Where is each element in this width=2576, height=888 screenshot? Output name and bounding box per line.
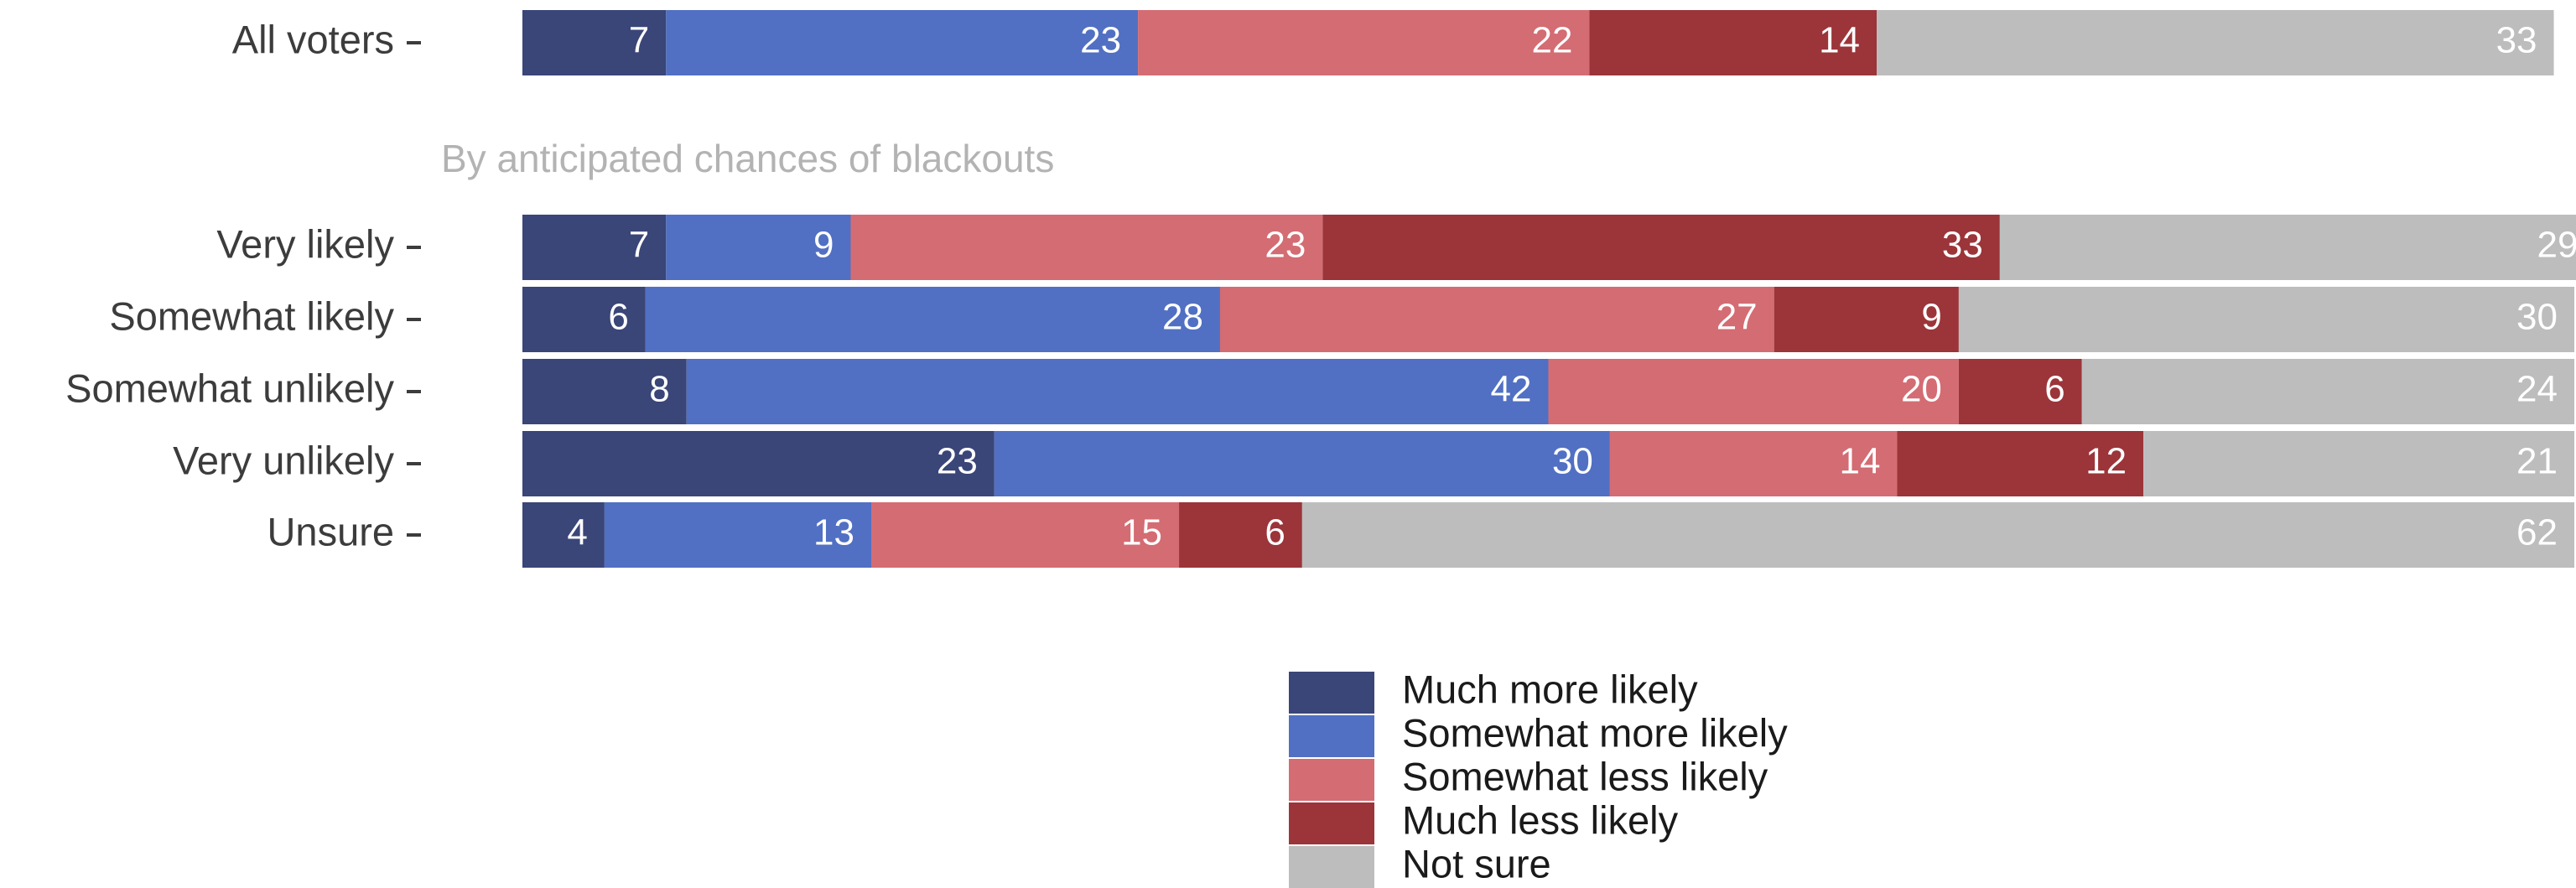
data-label-very-unlikely-somewhat-less-likely: 14 [1840, 441, 1881, 482]
category-label-all-voters: All voters [232, 17, 394, 61]
bar-segment-very-unlikely-not-sure [2143, 431, 2574, 496]
legend-label-much-less-likely: Much less likely [1402, 797, 1679, 842]
bar-segment-all-voters-somewhat-more-likely [666, 10, 1139, 75]
legend-label-not-sure: Not sure [1402, 841, 1551, 885]
category-label-somewhat-likely: Somewhat likely [109, 293, 394, 338]
category-label-unsure: Unsure [267, 509, 394, 553]
data-label-unsure-much-less-likely: 6 [1265, 512, 1285, 553]
bar-segment-very-unlikely-much-more-likely [522, 431, 995, 496]
bar-segment-somewhat-likely-somewhat-less-likely [1219, 287, 1774, 352]
axis-ticks [407, 41, 421, 537]
legend-label-much-more-likely: Much more likely [1402, 667, 1698, 711]
bar-segment-somewhat-unlikely-somewhat-more-likely [686, 359, 1549, 424]
legend-label-somewhat-more-likely: Somewhat more likely [1402, 710, 1788, 755]
bar-segment-unsure-much-less-likely [1179, 502, 1302, 568]
group-subtitle: By anticipated chances of blackouts [441, 137, 1054, 180]
data-label-somewhat-likely-not-sure: 30 [2516, 297, 2558, 338]
bar-segments [522, 10, 2576, 568]
data-label-unsure-somewhat-more-likely: 13 [813, 512, 854, 553]
bar-segment-very-unlikely-somewhat-less-likely [1609, 431, 1898, 496]
bar-segment-very-likely-much-more-likely [522, 215, 667, 280]
category-label-very-unlikely: Very unlikely [173, 438, 394, 482]
bar-segment-somewhat-likely-not-sure [1958, 287, 2574, 352]
group-subtitles: By anticipated chances of blackouts [441, 137, 1054, 180]
bar-segment-very-likely-somewhat-less-likely [850, 215, 1323, 280]
data-label-somewhat-unlikely-somewhat-more-likely: 42 [1491, 369, 1532, 410]
bar-segment-unsure-not-sure [1301, 502, 2574, 568]
data-label-all-voters-much-less-likely: 14 [1819, 20, 1860, 61]
legend-swatch-somewhat-more-likely [1289, 715, 1374, 757]
data-label-unsure-not-sure: 62 [2516, 512, 2558, 553]
bar-segment-unsure-much-more-likely [522, 502, 605, 568]
bar-segment-somewhat-unlikely-not-sure [2081, 359, 2574, 424]
data-label-somewhat-unlikely-somewhat-less-likely: 20 [1901, 369, 1942, 410]
data-label-very-unlikely-not-sure: 21 [2516, 441, 2558, 482]
data-label-unsure-somewhat-less-likely: 15 [1121, 512, 1162, 553]
legend-label-somewhat-less-likely: Somewhat less likely [1402, 754, 1768, 798]
data-label-somewhat-unlikely-much-less-likely: 6 [2044, 369, 2064, 410]
data-label-very-likely-not-sure: 29 [2537, 225, 2576, 266]
bar-segment-somewhat-unlikely-much-more-likely [522, 359, 687, 424]
data-label-very-unlikely-somewhat-more-likely: 30 [1552, 441, 1593, 482]
category-labels: All voters Very likely Somewhat likely Some… [65, 17, 394, 553]
data-label-all-voters-not-sure: 33 [2496, 20, 2537, 61]
data-label-somewhat-unlikely-much-more-likely: 8 [649, 369, 669, 410]
bar-segment-very-unlikely-somewhat-more-likely [994, 431, 1610, 496]
bar-segment-unsure-somewhat-more-likely [604, 502, 871, 568]
data-label-very-likely-somewhat-less-likely: 23 [1265, 225, 1306, 266]
bar-segment-all-voters-somewhat-less-likely [1138, 10, 1590, 75]
legend-swatch-much-less-likely [1289, 802, 1374, 844]
bar-segment-somewhat-unlikely-much-less-likely [1958, 359, 2082, 424]
bar-segment-all-voters-much-less-likely [1589, 10, 1877, 75]
data-label-very-likely-much-more-likely: 7 [629, 225, 649, 266]
category-label-very-likely: Very likely [216, 221, 394, 266]
category-label-somewhat-unlikely: Somewhat unlikely [65, 366, 394, 410]
data-label-very-unlikely-much-more-likely: 23 [937, 441, 978, 482]
data-label-somewhat-likely-much-more-likely: 6 [608, 297, 628, 338]
data-label-very-likely-somewhat-more-likely: 9 [813, 225, 834, 266]
data-label-very-unlikely-much-less-likely: 12 [2085, 441, 2127, 482]
bar-segment-very-unlikely-much-less-likely [1897, 431, 2144, 496]
bar-segment-all-voters-not-sure [1877, 10, 2554, 75]
data-label-all-voters-somewhat-more-likely: 23 [1080, 20, 1121, 61]
bar-segment-somewhat-likely-much-less-likely [1774, 287, 1959, 352]
legend-swatch-much-more-likely [1289, 672, 1374, 714]
data-label-somewhat-likely-much-less-likely: 9 [1921, 297, 1941, 338]
data-label-all-voters-somewhat-less-likely: 22 [1531, 20, 1572, 61]
bar-segment-very-likely-not-sure [1999, 215, 2576, 280]
bar-segment-somewhat-likely-somewhat-more-likely [645, 287, 1220, 352]
bar-segment-very-likely-much-less-likely [1322, 215, 2000, 280]
bar-segment-all-voters-much-more-likely [522, 10, 667, 75]
data-label-somewhat-likely-somewhat-less-likely: 27 [1716, 297, 1758, 338]
bar-segment-somewhat-unlikely-somewhat-less-likely [1548, 359, 1959, 424]
legend-swatch-not-sure [1289, 846, 1374, 888]
bar-segment-somewhat-likely-much-more-likely [522, 287, 646, 352]
data-label-all-voters-much-more-likely: 7 [629, 20, 649, 61]
data-label-somewhat-unlikely-not-sure: 24 [2516, 369, 2558, 410]
bar-segment-very-likely-somewhat-more-likely [666, 215, 851, 280]
data-label-unsure-much-more-likely: 4 [567, 512, 587, 553]
bar-segment-unsure-somewhat-less-likely [870, 502, 1180, 568]
data-label-somewhat-likely-somewhat-more-likely: 28 [1162, 297, 1203, 338]
legend-swatch-somewhat-less-likely [1289, 759, 1374, 801]
data-label-very-likely-much-less-likely: 33 [1942, 225, 1983, 266]
